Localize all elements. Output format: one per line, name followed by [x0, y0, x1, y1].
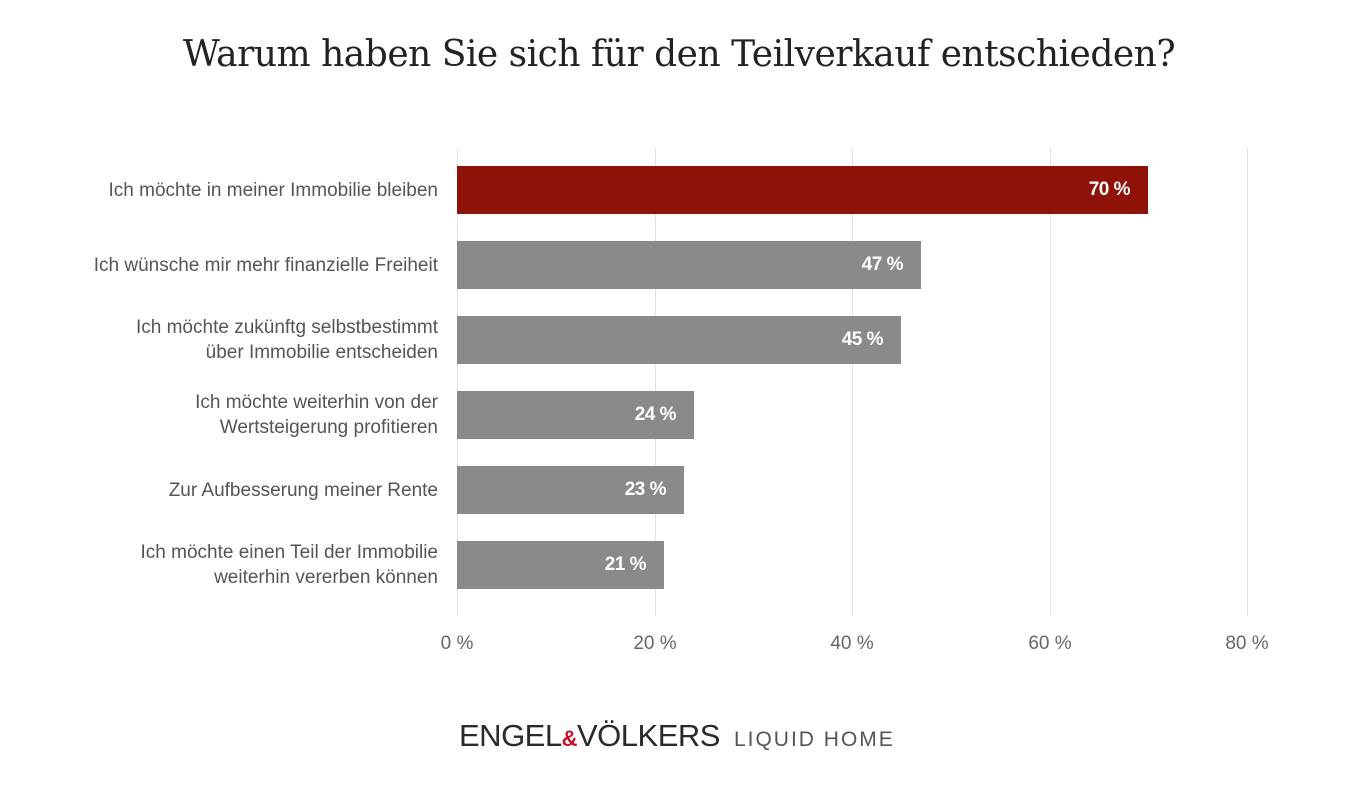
- category-label: Ich wünsche mir mehr finanzielle Freihei…: [93, 254, 438, 276]
- gridline: [655, 148, 656, 616]
- category-label: Ich möchte zukünftg selbstbestimmt über …: [135, 317, 438, 363]
- x-tick-label: 60 %: [1028, 633, 1072, 654]
- category-label: Ich möchte in meiner Immobilie bleiben: [108, 179, 439, 201]
- category-label: Ich möchte weiterhin von der Wertsteiger…: [195, 392, 438, 438]
- logo-ampersand: &: [561, 726, 578, 751]
- engel-voelkers-logo: ENGEL & VÖLKERS LIQUID HOME: [459, 718, 895, 754]
- bar: 70 %: [457, 166, 1148, 214]
- category-label: Zur Aufbesserung meiner Rente: [168, 479, 438, 501]
- data-label: 24 %: [634, 404, 677, 425]
- bar: 23 %: [457, 466, 684, 514]
- data-label: 45 %: [841, 329, 884, 350]
- logo-brand-right: VÖLKERS: [577, 718, 720, 753]
- data-label: 23 %: [624, 479, 667, 500]
- gridline: [1050, 148, 1051, 616]
- bar: 21 %: [457, 541, 664, 589]
- category-label: Ich möchte einen Teil der Immobilie weit…: [140, 542, 438, 588]
- bar: 47 %: [457, 241, 921, 289]
- logo-subtitle: LIQUID HOME: [733, 728, 895, 751]
- data-label: 21 %: [604, 554, 647, 575]
- gridline: [457, 148, 458, 616]
- bar: 24 %: [457, 391, 694, 439]
- logo-brand-left: ENGEL: [459, 718, 562, 753]
- x-tick-label: 40 %: [830, 633, 874, 654]
- x-tick-label: 0 %: [440, 633, 474, 654]
- x-tick-label: 20 %: [633, 633, 677, 654]
- gridline: [1247, 148, 1248, 616]
- gridline: [852, 148, 853, 616]
- data-label: 47 %: [861, 254, 904, 275]
- bar: 45 %: [457, 316, 901, 364]
- chart-title: Warum haben Sie sich für den Teilverkauf…: [182, 34, 1176, 75]
- x-tick-label: 80 %: [1225, 633, 1269, 654]
- data-label: 70 %: [1088, 179, 1131, 200]
